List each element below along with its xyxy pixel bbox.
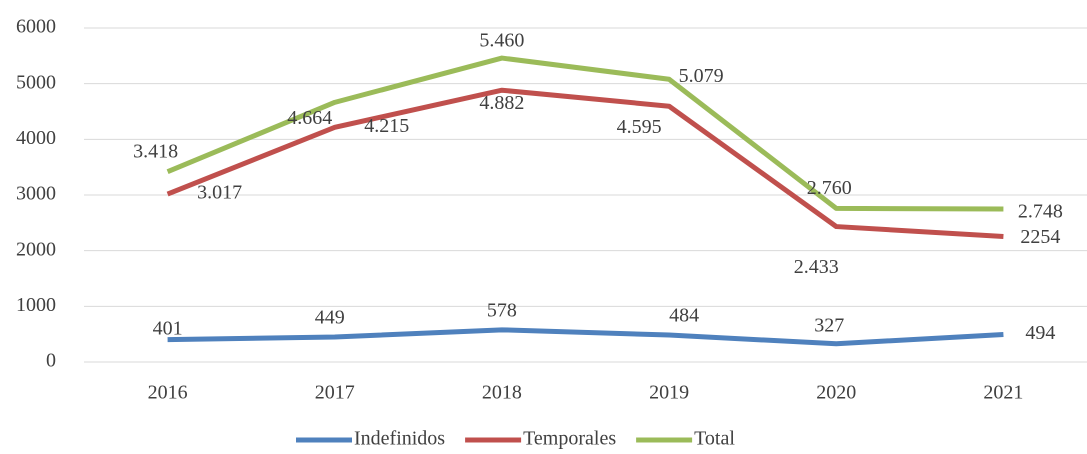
- series-line: [166, 55, 1004, 212]
- x-tick-label: 2020: [816, 382, 856, 404]
- data-label: 5.460: [479, 30, 524, 52]
- y-tick-label: 0: [46, 350, 56, 372]
- data-label: 327: [814, 314, 844, 336]
- y-tick-label: 2000: [16, 238, 56, 260]
- data-label: 4.215: [364, 115, 409, 137]
- data-label: 2.748: [1018, 201, 1063, 223]
- data-label: 2254: [1020, 226, 1060, 248]
- x-tick-label: 2021: [983, 382, 1023, 404]
- data-label: 578: [487, 299, 517, 321]
- data-label: 494: [1025, 322, 1055, 344]
- legend-label: Indefinidos: [354, 428, 445, 450]
- series-line: [167, 327, 1004, 347]
- y-tick-label: 6000: [16, 16, 56, 38]
- y-tick-label: 1000: [16, 294, 56, 316]
- data-label: 449: [315, 307, 345, 329]
- legend-label: Total: [694, 428, 735, 450]
- data-label: 5.079: [679, 65, 724, 87]
- data-label: 2.433: [794, 256, 839, 278]
- data-label: 3.418: [133, 140, 178, 162]
- legend-label: Temporales: [523, 428, 616, 450]
- data-label: 3.017: [197, 182, 242, 204]
- data-label: 2.760: [807, 177, 852, 199]
- x-tick-label: 2018: [482, 382, 522, 404]
- data-label: 401: [153, 317, 183, 339]
- data-label: 4.595: [617, 116, 662, 138]
- x-tick-label: 2019: [649, 382, 689, 404]
- data-label: 484: [669, 305, 699, 327]
- x-tick-label: 2017: [315, 382, 355, 404]
- data-label: 4.882: [479, 92, 524, 114]
- y-tick-label: 5000: [16, 71, 56, 93]
- y-tick-label: 3000: [16, 183, 56, 205]
- series-line: [166, 87, 1004, 240]
- y-tick-label: 4000: [16, 127, 56, 149]
- x-tick-label: 2016: [148, 382, 188, 404]
- data-label: 4.664: [287, 107, 332, 129]
